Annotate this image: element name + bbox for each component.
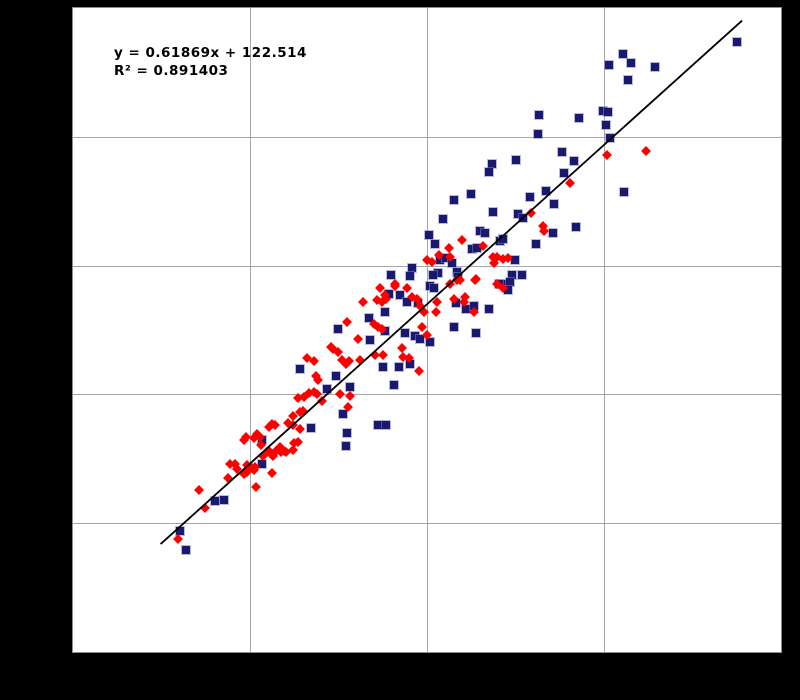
data-point-blue-squares <box>307 423 316 432</box>
data-point-red-diamonds <box>564 178 575 189</box>
data-point-red-diamonds <box>193 484 204 495</box>
data-point-blue-squares <box>341 441 350 450</box>
data-point-red-diamonds <box>267 468 278 478</box>
data-point-blue-squares <box>390 381 399 390</box>
data-point-blue-squares <box>575 113 584 122</box>
data-point-blue-squares <box>484 305 493 314</box>
data-point-blue-squares <box>531 239 540 248</box>
data-point-blue-squares <box>626 59 635 68</box>
data-point-blue-squares <box>603 108 612 117</box>
data-point-blue-squares <box>517 270 526 279</box>
data-point-blue-squares <box>499 234 508 243</box>
data-point-blue-squares <box>651 63 660 72</box>
data-point-blue-squares <box>620 188 629 197</box>
data-point-blue-squares <box>471 328 480 337</box>
data-point-red-diamonds <box>414 366 424 377</box>
data-point-blue-squares <box>331 372 340 381</box>
data-point-red-diamonds <box>431 296 442 307</box>
data-point-blue-squares <box>618 50 627 59</box>
data-point-blue-squares <box>378 363 387 372</box>
data-point-blue-squares <box>394 363 403 372</box>
data-point-blue-squares <box>623 76 632 85</box>
equation-text: y = 0.61869x + 122.514 <box>114 45 307 61</box>
data-point-red-diamonds <box>358 296 369 307</box>
data-point-blue-squares <box>489 207 498 216</box>
data-point-blue-squares <box>601 121 610 130</box>
data-point-blue-squares <box>549 199 558 208</box>
data-point-red-diamonds <box>456 234 467 245</box>
data-point-blue-squares <box>424 230 433 239</box>
scatter-points <box>73 8 781 652</box>
data-point-red-diamonds <box>173 533 184 544</box>
data-point-blue-squares <box>484 167 493 176</box>
data-point-blue-squares <box>569 157 578 166</box>
data-point-blue-squares <box>518 213 527 222</box>
data-point-blue-squares <box>449 195 458 204</box>
data-point-red-diamonds <box>377 349 388 360</box>
data-point-red-diamonds <box>251 482 262 493</box>
r-squared-text: R² = 0.891403 <box>114 63 229 79</box>
data-point-blue-squares <box>220 496 229 504</box>
data-point-red-diamonds <box>353 334 363 344</box>
data-point-red-diamonds <box>601 149 612 160</box>
data-point-blue-squares <box>533 130 542 139</box>
data-point-blue-squares <box>541 186 550 195</box>
data-point-blue-squares <box>323 385 331 394</box>
data-point-blue-squares <box>386 270 395 279</box>
data-point-blue-squares <box>732 37 741 46</box>
data-point-blue-squares <box>506 278 515 287</box>
data-point-blue-squares <box>400 328 409 337</box>
data-point-blue-squares <box>558 148 567 157</box>
data-point-blue-squares <box>374 421 383 430</box>
data-point-red-diamonds <box>640 146 651 156</box>
data-point-blue-squares <box>480 229 489 238</box>
data-point-red-diamonds <box>335 389 346 400</box>
data-point-blue-squares <box>467 189 476 198</box>
data-point-blue-squares <box>449 323 458 332</box>
data-point-blue-squares <box>606 134 615 143</box>
data-point-blue-squares <box>605 60 614 69</box>
data-point-blue-squares <box>548 229 557 238</box>
data-point-blue-squares <box>534 110 543 119</box>
data-point-blue-squares <box>431 239 439 248</box>
data-point-red-diamonds <box>313 375 324 386</box>
data-point-blue-squares <box>429 270 438 279</box>
data-point-blue-squares <box>343 429 352 437</box>
data-point-red-diamonds <box>430 307 441 317</box>
data-point-blue-squares <box>430 283 439 292</box>
data-point-blue-squares <box>571 223 580 231</box>
data-point-blue-squares <box>210 497 219 506</box>
data-point-blue-squares <box>333 324 342 333</box>
data-point-blue-squares <box>296 364 305 373</box>
data-point-blue-squares <box>382 421 391 430</box>
data-point-blue-squares <box>182 546 191 555</box>
data-point-blue-squares <box>346 382 354 391</box>
data-point-red-diamonds <box>354 354 365 365</box>
data-point-blue-squares <box>438 215 447 224</box>
data-point-blue-squares <box>511 156 520 164</box>
data-point-blue-squares <box>525 193 534 202</box>
data-point-red-diamonds <box>199 502 210 513</box>
trendline-equation-label: y = 0.61869x + 122.514 R² = 0.891403 <box>114 44 307 80</box>
data-point-blue-squares <box>406 271 415 280</box>
data-point-blue-squares <box>338 409 347 418</box>
data-point-blue-squares <box>487 159 496 168</box>
data-point-red-diamonds <box>526 207 537 218</box>
data-point-red-diamonds <box>342 317 353 328</box>
plot-area: y = 0.61869x + 122.514 R² = 0.891403 <box>72 7 782 653</box>
data-point-red-diamonds <box>222 473 233 484</box>
data-point-blue-squares <box>560 168 569 177</box>
data-point-blue-squares <box>365 336 374 345</box>
data-point-red-diamonds <box>345 390 355 401</box>
data-point-blue-squares <box>380 308 389 316</box>
